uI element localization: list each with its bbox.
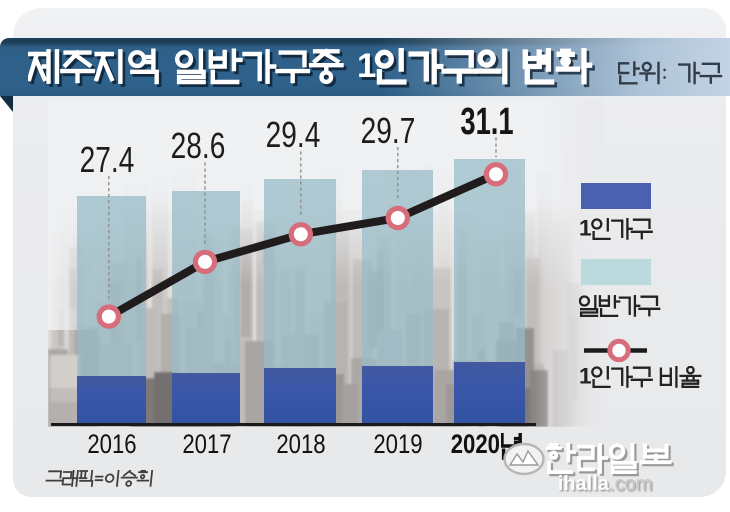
svg-text:1: 1 <box>579 218 592 241</box>
svg-text:1: 1 <box>579 366 592 389</box>
svg-text:1: 1 <box>360 50 379 88</box>
svg-text:1: 1 <box>357 47 376 85</box>
